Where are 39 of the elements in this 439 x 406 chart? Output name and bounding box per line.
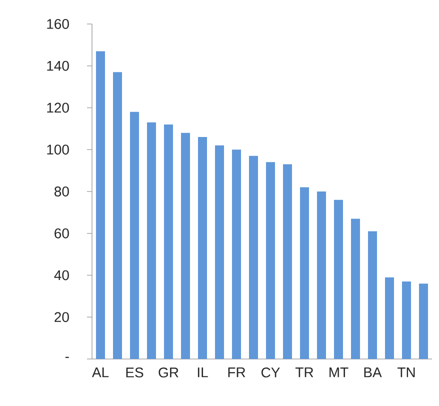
x-tick-label: AL [92,368,109,378]
x-tick-label: TN [397,368,415,378]
y-tick-label: 140 [47,60,69,71]
y-tick-label: 100 [47,144,69,155]
x-tick-label: FR [228,368,246,378]
x-tick-label: ES [126,368,144,378]
bar [96,51,106,359]
bar [385,277,394,359]
y-tick-label: 20 [54,312,69,322]
x-tick-label: MT [330,368,348,378]
y-tick-label: 40 [54,270,69,280]
x-tick-label: IL [198,368,208,378]
bar [300,187,309,359]
bar [164,124,174,359]
y-tick-label: - [65,356,69,358]
y-tick-label: 60 [54,228,69,238]
x-tick-label: TR [295,368,314,378]
bar [266,162,275,359]
bar [351,218,360,359]
bar [249,156,258,359]
y-tick-label: 120 [47,102,69,113]
bar [181,132,190,359]
bar [130,112,139,359]
bar [283,164,292,359]
bar [113,72,122,359]
bar [215,145,224,359]
bar [368,231,377,359]
bar [232,150,241,359]
x-tick-label: BA [364,368,382,378]
bar [334,200,343,359]
y-tick-label: 160 [47,19,69,29]
bar [317,191,326,359]
y-tick-label: 80 [54,186,69,196]
x-tick-label: CY [261,368,280,378]
bar [418,284,428,359]
bar [402,282,411,359]
bar [198,137,208,359]
bar [147,122,156,359]
x-tick-label: GR [158,368,178,378]
